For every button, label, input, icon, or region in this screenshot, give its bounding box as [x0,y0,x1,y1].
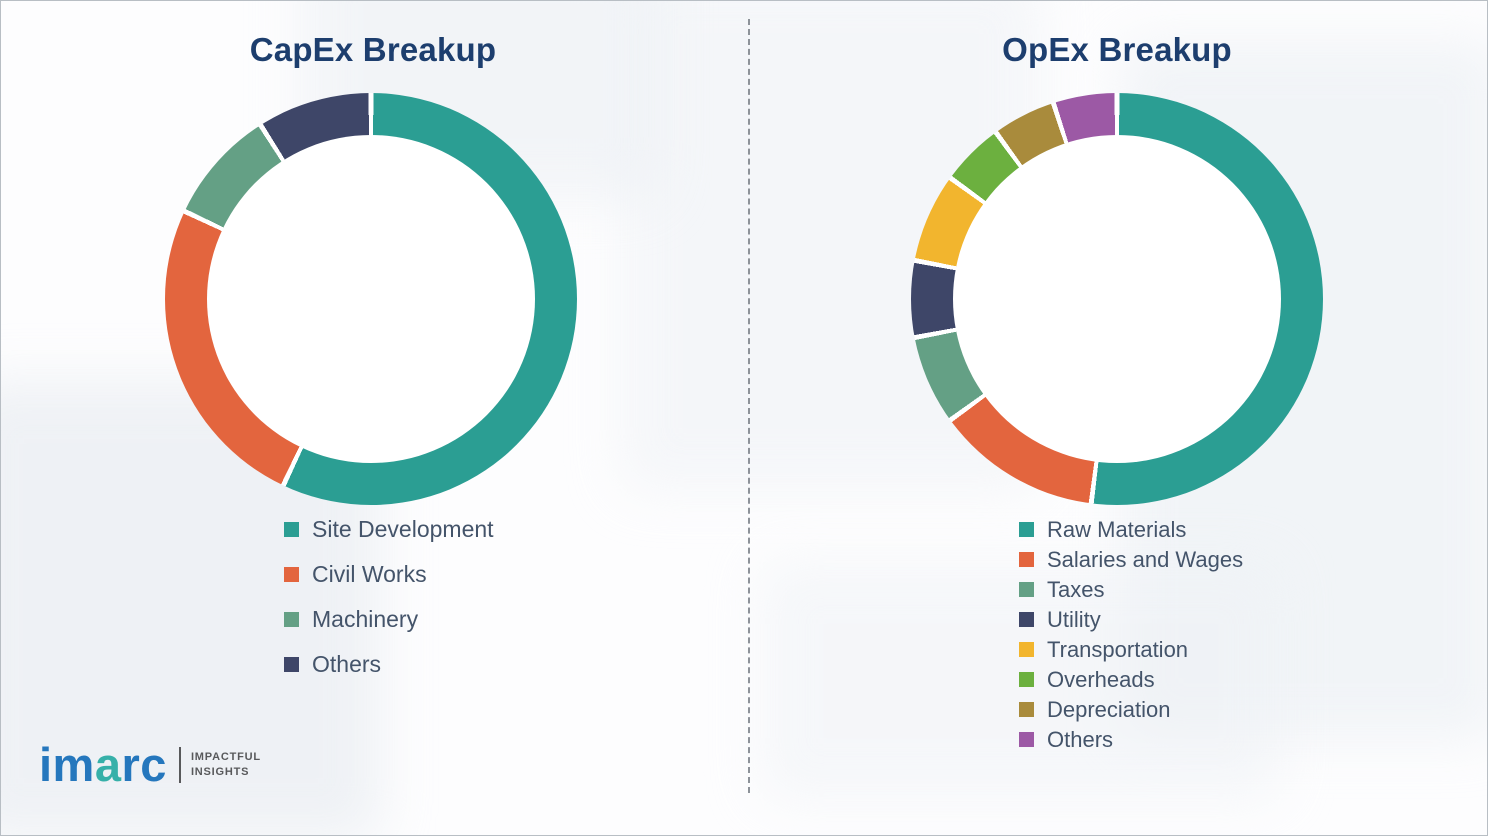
tagline-line-1: IMPACTFUL [190,750,261,763]
legend-item: Civil Works [284,560,494,587]
capex-chart-title: CapEx Breakup [249,31,497,68]
logo-separator [178,746,181,783]
opex-donut-chart [911,93,1323,505]
legend-swatch [1019,672,1034,687]
capex-donut-chart [165,93,577,505]
legend-swatch [1019,732,1034,747]
legend-item: Site Development [284,515,494,542]
legend-swatch [1019,522,1034,537]
legend-swatch [1019,582,1034,597]
logo-text-suffix: rc [121,738,167,791]
legend-label: Others [312,650,382,677]
opex-chart-title: OpEx Breakup [1002,31,1232,68]
logo-text-accent: a [94,738,122,791]
imarc-logo: imarc IMPACTFUL INSIGHTS [39,741,261,788]
legend-swatch [284,656,299,672]
legend-label: Depreciation [1047,696,1171,722]
logo-text-prefix: im [39,738,95,791]
center-dashed-divider [748,19,750,793]
legend-swatch [284,611,299,627]
capex-donut-hole [207,135,535,463]
legend-label: Salaries and Wages [1047,546,1244,572]
legend-item: Others [284,650,494,677]
capex-panel: CapEx Breakup Site Development Civil Work… [1,1,745,835]
legend-label: Site Development [312,515,494,542]
imarc-logo-text: imarc [39,741,167,788]
legend-item: Utility [1019,606,1243,632]
opex-legend: Raw Materials Salaries and Wages Taxes Util… [1019,516,1244,758]
legend-label: Overheads [1047,666,1155,692]
legend-label: Machinery [312,605,419,632]
legend-label: Civil Works [312,560,427,587]
legend-item: Overheads [1019,666,1243,692]
legend-item: Transportation [1019,636,1243,662]
opex-donut-hole [953,135,1281,463]
legend-swatch [1019,612,1034,627]
legend-item: Taxes [1019,576,1243,602]
legend-item: Salaries and Wages [1019,546,1244,572]
legend-label: Utility [1047,606,1101,632]
capex-legend: Site Development Civil Works Machinery Othe… [284,515,494,697]
legend-swatch [284,566,299,582]
opex-panel: OpEx Breakup Raw Materials Salaries and W… [745,1,1487,835]
legend-label: Transportation [1047,636,1189,662]
tagline-line-2: INSIGHTS [190,765,250,778]
legend-label: Raw Materials [1047,516,1187,542]
legend-swatch [1019,642,1034,657]
legend-label: Others [1047,726,1114,752]
legend-swatch [1019,552,1034,567]
legend-item: Others [1019,726,1243,752]
legend-label: Taxes [1047,576,1105,602]
legend-swatch [1019,702,1034,717]
legend-item: Raw Materials [1019,516,1243,542]
legend-item: Depreciation [1019,696,1243,722]
legend-item: Machinery [284,605,494,632]
legend-swatch [284,521,299,537]
logo-tagline: IMPACTFUL INSIGHTS [191,750,261,780]
